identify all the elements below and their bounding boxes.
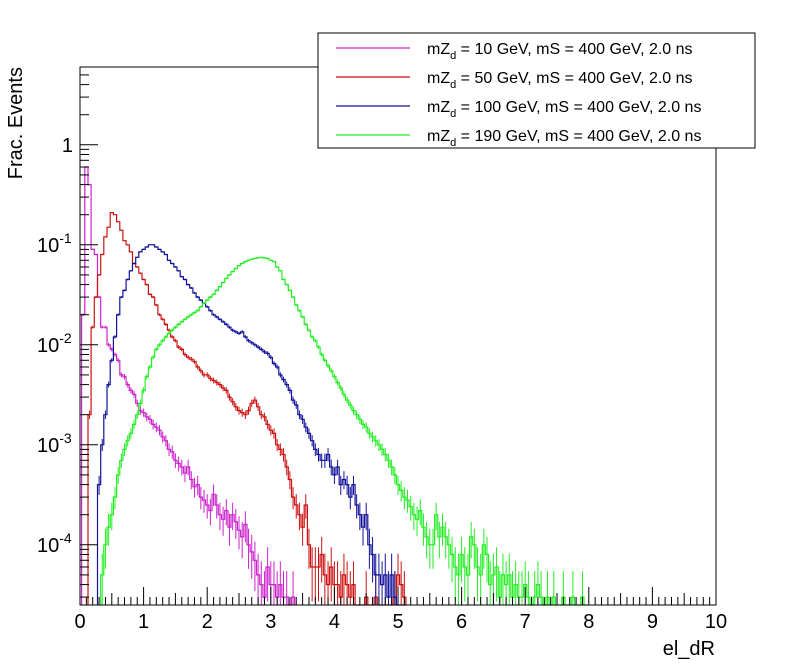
series-line [100,256,588,606]
legend-entries: mZd = 10 GeV, mS = 400 GeV, 2.0 ns mZd = … [336,41,701,149]
series-1 [81,166,296,606]
legend-label: mZd = 100 GeV, mS = 400 GeV, 2.0 ns [427,99,701,120]
legend-label: mZd = 10 GeV, mS = 400 GeV, 2.0 ns [427,41,693,62]
y-tick-label: 1 [62,135,73,157]
plot-area: 0 1 2 3 4 5 6 7 8 9 10 1 10-1 10-2 10-3 10-4 [37,66,727,633]
x-tick-label: 4 [329,611,340,633]
x-tick-label: 1 [138,611,149,633]
x-tick-label: 10 [705,611,727,633]
series-line [81,166,296,606]
legend-label: mZd = 190 GeV, mS = 400 GeV, 2.0 ns [427,128,701,149]
y-axis-title: Frac. Events [5,67,27,179]
x-tick-label: 2 [202,611,213,633]
legend-label: mZd = 50 GeV, mS = 400 GeV, 2.0 ns [427,70,693,91]
series-line [87,212,407,606]
x-tick-label: 5 [392,611,403,633]
series-2 [87,212,407,606]
x-tick-label: 7 [520,611,531,633]
legend-box [317,32,756,149]
x-tick-label: 6 [456,611,467,633]
x-tick-label: 0 [74,611,85,633]
x-axis: 0 1 2 3 4 5 6 7 8 9 10 [74,587,727,633]
x-axis-title: el_dR [663,638,715,660]
y-tick-label: 10-4 [37,530,72,557]
y-tick-label: 10-1 [37,230,72,257]
y-axis: 1 10-1 10-2 10-3 10-4 [37,66,98,598]
y-tick-label: 10-2 [37,330,72,357]
series-layer [81,166,588,606]
legend: mZd = 10 GeV, mS = 400 GeV, 2.0 ns mZd = … [317,32,756,149]
x-tick-label: 8 [583,611,594,633]
series-3 [96,244,406,606]
x-tick-label: 3 [265,611,276,633]
y-tick-label: 10-3 [37,430,72,457]
x-tick-label: 9 [647,611,658,633]
